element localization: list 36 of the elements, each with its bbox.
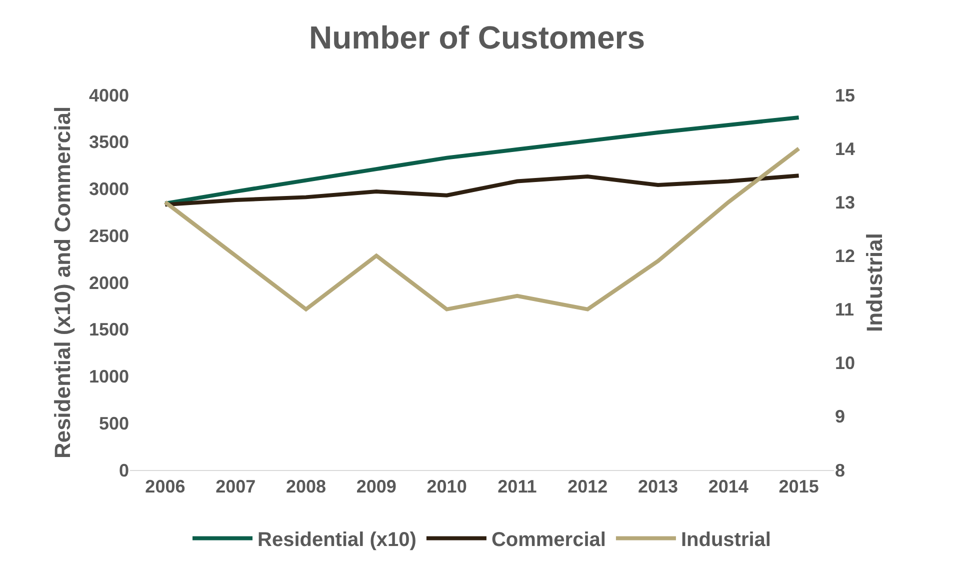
x-tick-label: 2014 bbox=[708, 476, 748, 497]
legend-label: Commercial bbox=[491, 529, 606, 552]
y-tick-label: 1500 bbox=[88, 320, 129, 340]
y-tick-label: 3000 bbox=[88, 179, 129, 200]
x-tick-label: 2011 bbox=[498, 476, 537, 497]
chart-title: Number of Customers bbox=[308, 20, 646, 56]
x-tick-label: 2013 bbox=[638, 476, 678, 497]
y-tick-label: 0 bbox=[118, 460, 129, 480]
legend-label: Industrial bbox=[680, 529, 771, 552]
x-tick-label: 2010 bbox=[426, 476, 467, 497]
y-tick-label: 4000 bbox=[88, 85, 129, 106]
y2-tick-label: 12 bbox=[835, 246, 856, 266]
y2-tick-label: 15 bbox=[835, 85, 856, 106]
y2-tick-label: 8 bbox=[835, 460, 846, 480]
y-tick-label: 1000 bbox=[88, 366, 129, 387]
x-tick-label: 2012 bbox=[568, 476, 608, 497]
y2-tick-label: 14 bbox=[835, 138, 856, 159]
x-tick-label: 2009 bbox=[356, 476, 396, 497]
line-series bbox=[163, 174, 801, 207]
x-tick-label: 2008 bbox=[286, 476, 326, 497]
y-tick-label: 3500 bbox=[88, 132, 129, 152]
x-tick-label: 2015 bbox=[778, 476, 819, 497]
x-tick-label: 2006 bbox=[145, 476, 186, 497]
y2-tick-label: 10 bbox=[835, 353, 856, 374]
y2-tick-label: 11 bbox=[835, 300, 854, 320]
y2-axis-title: Industrial bbox=[862, 232, 887, 332]
x-tick-label: 2007 bbox=[216, 476, 256, 497]
y-tick-label: 2500 bbox=[88, 226, 129, 246]
y-axis-title: Residential (x10) and Commercial bbox=[50, 106, 75, 459]
legend-label: Residential (x10) bbox=[258, 529, 416, 552]
line-series bbox=[163, 146, 801, 312]
y-tick-label: 500 bbox=[98, 413, 129, 434]
line-series bbox=[163, 116, 801, 206]
y2-tick-label: 13 bbox=[835, 192, 856, 212]
y2-tick-label: 9 bbox=[835, 406, 846, 427]
y-tick-label: 2000 bbox=[88, 272, 129, 293]
